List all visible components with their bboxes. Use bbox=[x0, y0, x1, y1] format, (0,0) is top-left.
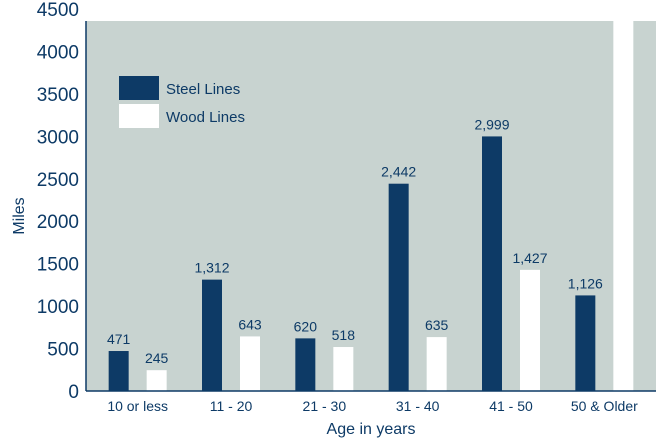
x-tick-label: 10 or less bbox=[107, 398, 168, 414]
y-axis-title: Miles bbox=[11, 197, 28, 234]
y-tick-label: 3500 bbox=[37, 85, 79, 106]
x-tick-label: 11 - 20 bbox=[210, 398, 253, 414]
x-axis-title: Age in years bbox=[327, 421, 416, 438]
bar-wood-lines-41-50 bbox=[520, 269, 540, 391]
y-tick-label: 1000 bbox=[37, 297, 79, 318]
bar-steel-lines-11-20 bbox=[202, 279, 222, 391]
data-label-wood-lines-11-20: 643 bbox=[238, 316, 262, 332]
data-label-steel-lines-10-or-less: 471 bbox=[107, 331, 131, 347]
legend-swatch-wood-lines bbox=[119, 104, 159, 128]
x-tick-label: 50 & Older bbox=[571, 398, 638, 414]
bar-wood-lines-31-40 bbox=[426, 337, 447, 391]
bar-steel-lines-21-30 bbox=[295, 338, 316, 391]
legend-label-steel-lines: Steel Lines bbox=[166, 81, 240, 98]
x-tick-label: 31 - 40 bbox=[396, 398, 440, 414]
x-axis-ticks: 10 or less 11 - 20 21 - 30 31 - 40 41 - 50 50… bbox=[107, 398, 638, 414]
bar-wood-lines-10-or-less bbox=[146, 370, 167, 391]
data-label-steel-lines-21-30: 620 bbox=[294, 318, 318, 334]
y-tick-label: 0 bbox=[68, 382, 79, 403]
data-labels: 471 245 1,312 643 620 518 2,442 635 2,999 1,427 1,… bbox=[107, 0, 641, 366]
data-label-steel-lines-31-40: 2,442 bbox=[381, 164, 416, 180]
y-tick-label: 2500 bbox=[37, 170, 79, 191]
bar-steel-lines-50-older bbox=[575, 295, 596, 391]
data-label-wood-lines-50-older: 4,548 bbox=[606, 0, 641, 1]
data-label-wood-lines-21-30: 518 bbox=[332, 327, 356, 343]
plot-background bbox=[86, 21, 656, 391]
bar-steel-lines-31-40 bbox=[388, 183, 409, 391]
bars bbox=[108, 4, 634, 392]
legend-swatch-steel-lines bbox=[119, 76, 159, 100]
bar-steel-lines-10-or-less bbox=[108, 351, 129, 391]
y-tick-label: 1500 bbox=[37, 255, 79, 276]
data-label-steel-lines-50-older: 1,126 bbox=[568, 275, 603, 291]
y-tick-label: 4000 bbox=[37, 42, 79, 63]
y-tick-label: 4500 bbox=[37, 0, 79, 21]
x-tick-label: 41 - 50 bbox=[489, 398, 533, 414]
data-label-steel-lines-41-50: 2,999 bbox=[474, 116, 509, 132]
legend-label-wood-lines: Wood Lines bbox=[166, 109, 245, 126]
x-tick-label: 21 - 30 bbox=[303, 398, 347, 414]
bar-wood-lines-21-30 bbox=[333, 347, 354, 391]
y-tick-label: 500 bbox=[47, 340, 79, 361]
data-label-wood-lines-41-50: 1,427 bbox=[512, 250, 547, 266]
data-label-wood-lines-31-40: 635 bbox=[425, 317, 449, 333]
bar-wood-lines-50-older bbox=[613, 4, 634, 392]
y-tick-label: 2000 bbox=[37, 212, 79, 233]
data-label-wood-lines-10-or-less: 245 bbox=[145, 350, 169, 366]
y-tick-label: 3000 bbox=[37, 127, 79, 148]
legend: Steel Lines Wood Lines bbox=[119, 76, 245, 128]
data-label-steel-lines-11-20: 1,312 bbox=[194, 260, 229, 276]
bar-wood-lines-11-20 bbox=[240, 336, 260, 391]
y-axis-ticks: 0 500 1000 1500 2000 2500 3000 3500 4000 4500 bbox=[37, 0, 79, 403]
bar-steel-lines-41-50 bbox=[482, 136, 502, 391]
